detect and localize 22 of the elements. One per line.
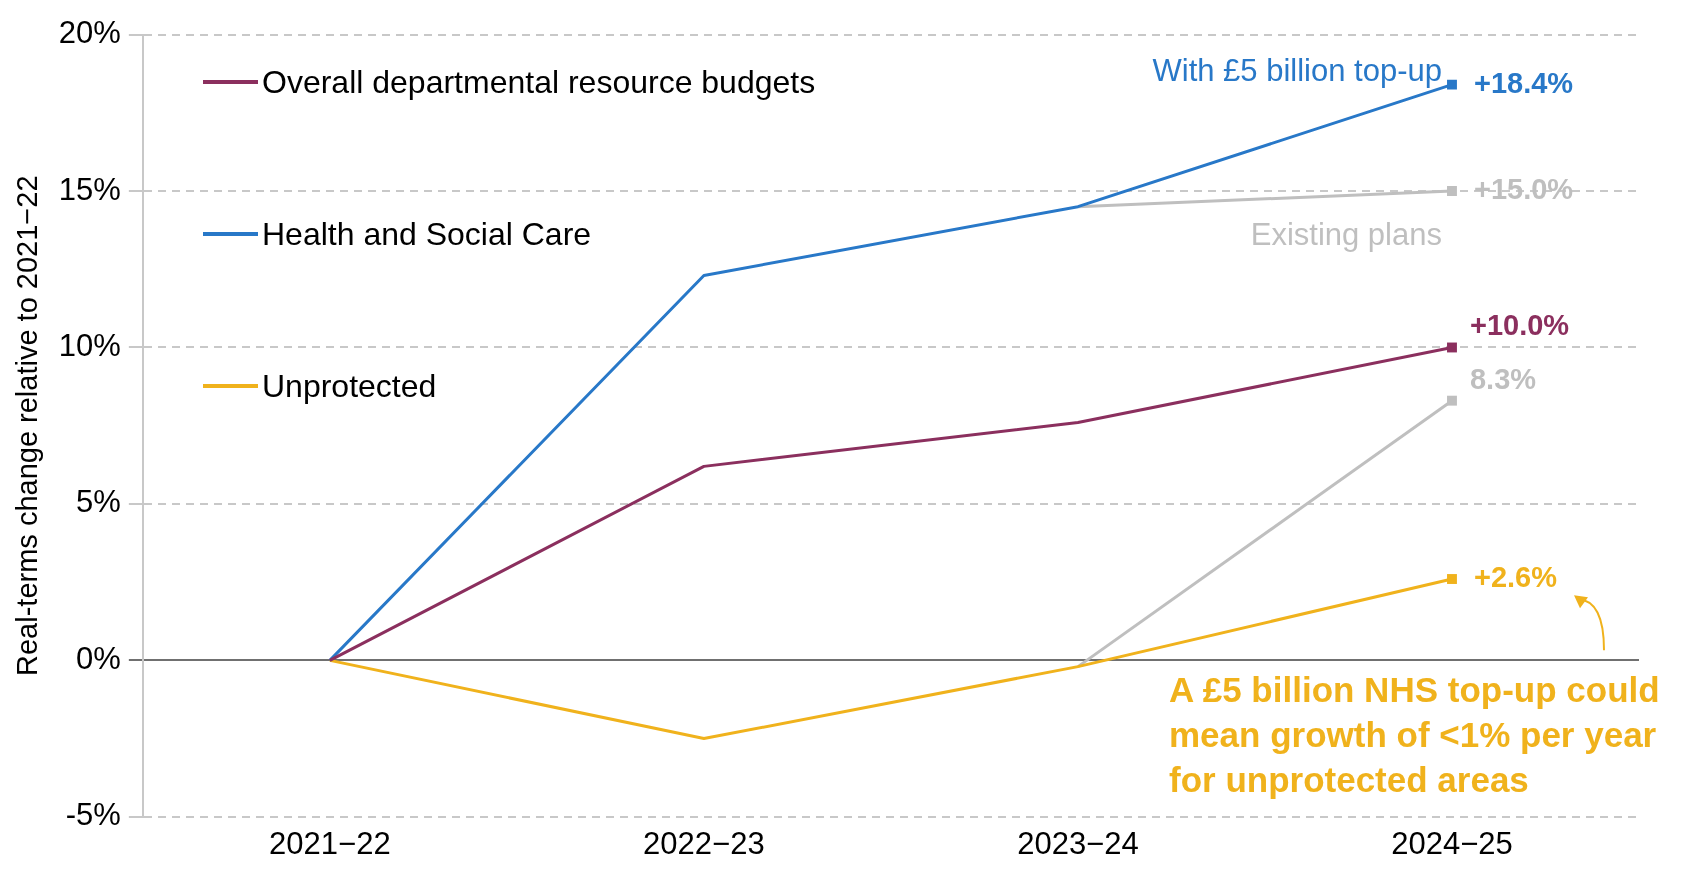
y-tick-label: 5% — [76, 484, 121, 520]
data-label: 8.3% — [1469, 362, 1537, 395]
data-label: +15.0% — [1473, 173, 1574, 206]
data-label: +10.0% — [1469, 309, 1570, 342]
x-tick-label: 2021−22 — [269, 825, 391, 861]
annotation: A £5 billion NHS top-up could mean growth of <1% per year for unprotected areas — [1169, 670, 1660, 800]
y-tick-label: 20% — [58, 15, 121, 51]
x-tick-label: 2022−23 — [643, 825, 765, 861]
y-tick-label: -5% — [65, 797, 121, 833]
legend-label: Unprotected — [262, 367, 437, 405]
annotation: Existing plans — [1250, 216, 1442, 252]
y-tick-label: 0% — [76, 640, 121, 676]
legend-label: Health and Social Care — [262, 215, 592, 253]
x-tick-label: 2024−25 — [1391, 825, 1513, 861]
y-tick-label: 15% — [58, 171, 121, 207]
y-axis-title: Real-terms change relative to 2021−22 — [11, 175, 44, 676]
data-label: +2.6% — [1473, 561, 1558, 594]
x-tick-label: 2023−24 — [1017, 825, 1139, 861]
data-label: +18.4% — [1473, 66, 1574, 99]
annotation: With £5 billion top-up — [1152, 53, 1442, 89]
y-tick-label: 10% — [58, 328, 121, 364]
legend-label: Overall departmental resource budgets — [262, 63, 816, 101]
